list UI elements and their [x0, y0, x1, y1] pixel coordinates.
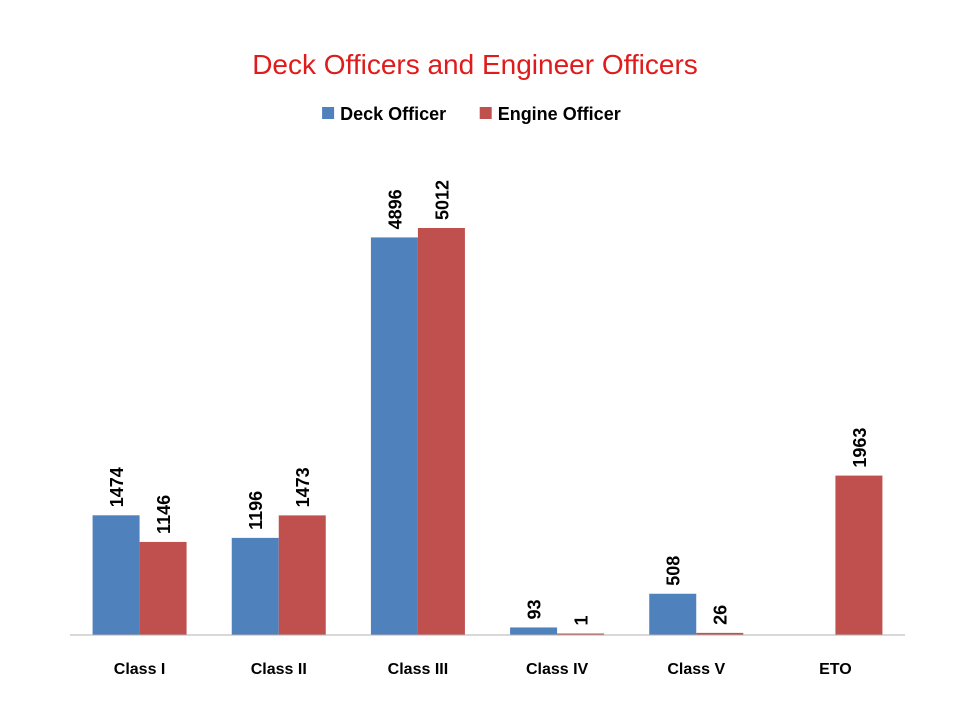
data-label-engine-officer-class-v: 26 [711, 605, 731, 625]
category-labels: Class I Class II Class III Class IV Class V E… [114, 661, 852, 678]
data-label-deck-officer-class-iv: 93 [525, 599, 545, 619]
data-label-engine-officer-class-i: 1146 [154, 495, 174, 534]
data-label-deck-officer-class-iii: 4896 [385, 189, 405, 229]
category-label-eto: ETO [819, 661, 852, 678]
legend-swatch-deck-officer [322, 107, 335, 119]
category-label-class-v: Class V [667, 661, 725, 678]
category-label-class-i: Class I [114, 661, 166, 678]
data-label-engine-officer-class-ii: 1473 [293, 467, 313, 507]
bar-deck-officer-class-i [92, 515, 140, 635]
legend-swatch-engine-officer [479, 107, 492, 119]
data-label-deck-officer-class-ii: 1196 [246, 491, 266, 530]
data-label-engine-officer-eto: 1963 [850, 428, 870, 468]
legend: Deck Officer Engine Officer [322, 104, 621, 124]
category-label-class-iv: Class IV [526, 661, 589, 678]
category-label-class-ii: Class II [251, 661, 307, 678]
chart-title: Deck Officers and Engineer Officers [252, 49, 698, 80]
bar-deck-officer-class-iii [370, 237, 418, 635]
bar-engine-officer-class-i [139, 541, 187, 635]
bar-deck-officer-class-iv [510, 627, 558, 635]
bar-engine-officer-class-ii [278, 515, 326, 635]
category-label-class-iii: Class III [388, 661, 448, 678]
bar-engine-officer-eto [835, 475, 883, 635]
bar-engine-officer-class-iv [557, 633, 605, 635]
data-label-deck-officer-class-v: 508 [664, 556, 684, 586]
legend-label-deck-officer: Deck Officer [340, 104, 446, 124]
value-labels: 1474 1146 1196 1473 4896 5012 93 1 508 26 1963 [107, 180, 870, 626]
data-label-engine-officer-class-iv: 1 [572, 615, 592, 625]
bar-engine-officer-class-v [696, 632, 744, 635]
bar-deck-officer-class-v [649, 593, 697, 635]
data-label-deck-officer-class-i: 1474 [107, 467, 127, 507]
bar-deck-officer-class-ii [231, 537, 279, 635]
legend-label-engine-officer: Engine Officer [498, 104, 621, 124]
bar-engine-officer-class-iii [417, 228, 465, 635]
bars [92, 228, 883, 635]
data-label-engine-officer-class-iii: 5012 [432, 180, 452, 220]
